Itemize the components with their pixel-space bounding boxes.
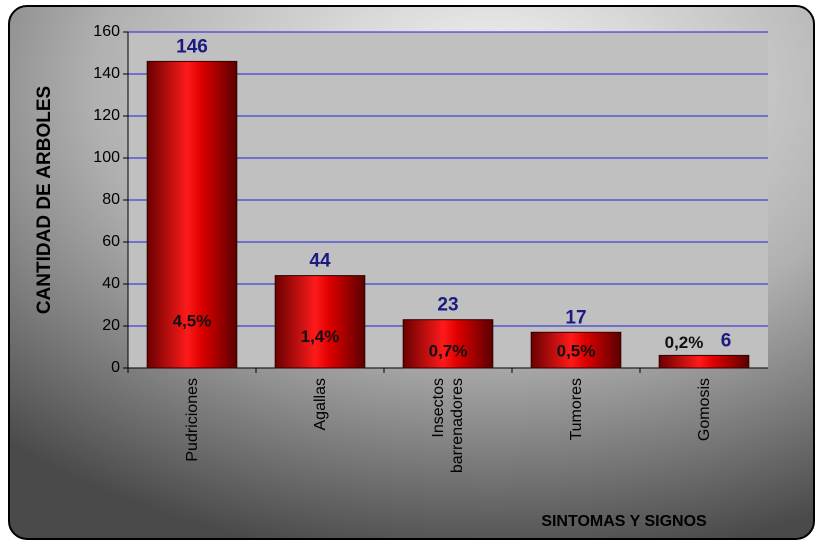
y-tick-label: 20 <box>102 317 120 334</box>
bar <box>658 354 750 369</box>
bar <box>530 331 622 369</box>
bar <box>274 275 366 369</box>
value-label: 6 <box>721 330 732 351</box>
y-tick-label: 120 <box>93 107 120 124</box>
y-tick-label: 160 <box>93 23 120 40</box>
y-axis-title: CANTIDAD DE ARBOLES <box>34 86 55 314</box>
y-tick-label: 140 <box>93 65 120 82</box>
y-tick-label: 60 <box>102 233 120 250</box>
value-label: 146 <box>176 36 208 57</box>
bar <box>146 60 238 369</box>
x-tick-label: Tumores <box>567 378 585 441</box>
value-label: 44 <box>309 251 331 272</box>
percent-label: 0,7% <box>429 341 468 360</box>
percent-label: 4,5% <box>173 311 212 330</box>
x-tick-label: Agallas <box>311 378 329 431</box>
x-axis-title: SINTOMAS Y SIGNOS <box>541 513 707 530</box>
percent-label: 0,2% <box>665 333 704 352</box>
x-tick-label: Pudriciones <box>183 378 201 462</box>
y-tick-label: 0 <box>111 359 120 376</box>
x-tick-label: Gomosis <box>695 378 713 442</box>
y-tick-label: 100 <box>93 149 120 166</box>
value-label: 23 <box>437 295 458 316</box>
percent-label: 1,4% <box>301 327 340 346</box>
y-tick-label: 40 <box>102 275 120 292</box>
y-tick-label: 80 <box>102 191 120 208</box>
value-label: 17 <box>565 307 586 328</box>
percent-label: 0,5% <box>557 341 596 360</box>
x-tick-label: Insectos barrenadores <box>430 378 466 474</box>
bar <box>402 319 494 369</box>
